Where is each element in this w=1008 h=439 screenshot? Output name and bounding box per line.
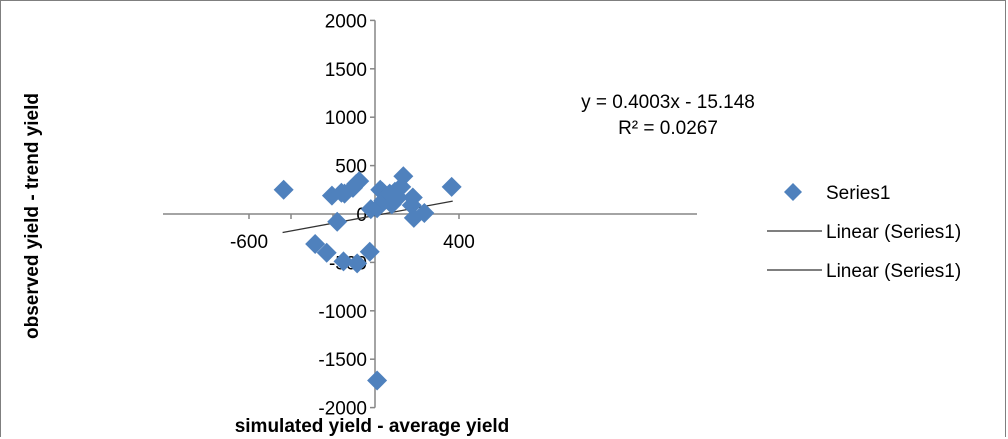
legend-label-series1: Series1 bbox=[826, 183, 890, 204]
data-point bbox=[347, 253, 368, 274]
data-point bbox=[327, 211, 348, 232]
data-point bbox=[402, 187, 423, 208]
legend-label-linear-1: Linear (Series1) bbox=[826, 222, 961, 243]
y-tick-label: -1000 bbox=[318, 302, 367, 323]
data-point bbox=[393, 166, 414, 187]
x-tick-label: -600 bbox=[230, 232, 268, 253]
y-axis-title: observed yield - trend yield bbox=[22, 93, 43, 339]
legend-marker-series1 bbox=[784, 183, 802, 201]
y-tick-label: 1500 bbox=[325, 60, 367, 81]
y-tick-label: -2000 bbox=[318, 399, 367, 420]
y-tick-label: 0 bbox=[356, 205, 367, 226]
data-point bbox=[359, 241, 380, 262]
data-point bbox=[414, 203, 435, 224]
trendline-r-squared: R² = 0.0267 bbox=[618, 118, 718, 139]
data-point bbox=[367, 370, 388, 391]
x-tick-label: 400 bbox=[443, 232, 475, 253]
legend-label-linear-2: Linear (Series1) bbox=[826, 261, 961, 282]
data-point bbox=[333, 251, 354, 272]
y-tick-label: 2000 bbox=[325, 11, 367, 32]
data-point bbox=[305, 234, 326, 255]
trendline-equation: y = 0.4003x - 15.148 bbox=[581, 92, 755, 113]
data-point bbox=[273, 179, 294, 200]
data-point bbox=[349, 171, 370, 192]
legend: Series1 Linear (Series1) Linear (Series1… bbox=[767, 183, 961, 282]
y-tick-label: 1000 bbox=[325, 108, 367, 129]
x-axis-title: simulated yield - average yield bbox=[235, 416, 510, 437]
y-tick-label: -1500 bbox=[318, 350, 367, 371]
x-axis-ticks: -600 400 bbox=[230, 214, 475, 253]
data-point bbox=[441, 176, 462, 197]
data-points bbox=[273, 166, 462, 391]
data-point bbox=[316, 242, 337, 263]
